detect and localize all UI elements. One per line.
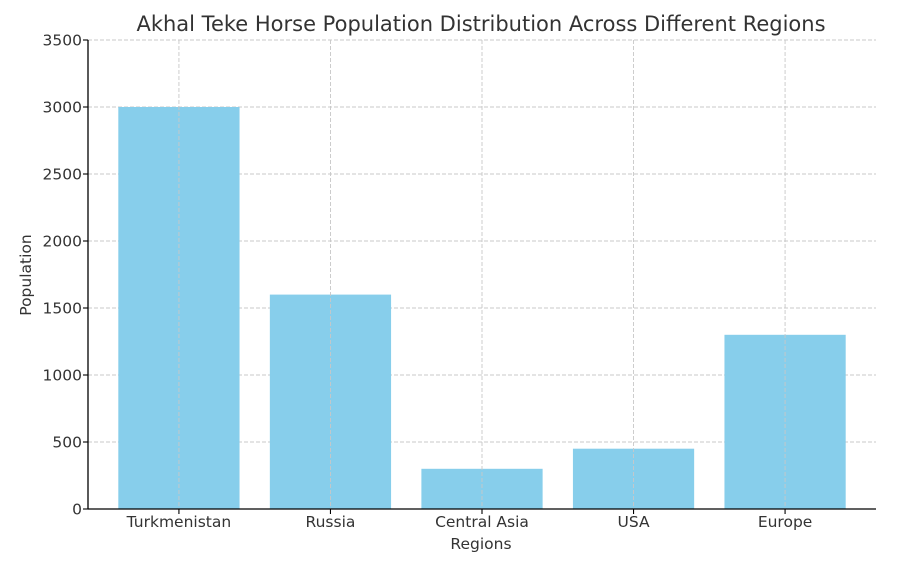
bars <box>118 40 846 509</box>
axes <box>83 39 876 514</box>
x-tick-label: Russia <box>306 513 356 531</box>
y-tick-label: 1000 <box>43 367 82 385</box>
x-tick-label: USA <box>617 513 649 531</box>
y-tick-label: 0 <box>72 501 82 519</box>
x-tick-label: Turkmenistan <box>126 513 232 531</box>
x-tick-label: Central Asia <box>435 513 529 531</box>
y-tick-label: 500 <box>52 434 82 452</box>
y-tick-label: 1500 <box>43 300 82 318</box>
y-axis-label: Population <box>17 234 35 315</box>
y-tick-label: 2000 <box>43 233 82 251</box>
chart-title: Akhal Teke Horse Population Distribution… <box>136 12 825 36</box>
y-tick-label: 2500 <box>43 166 82 184</box>
x-axis-label: Regions <box>450 535 511 553</box>
tick-labels: 0 500 1000 1500 2000 2500 3000 3500 Turkmenistan… <box>43 32 813 532</box>
y-tick-label: 3000 <box>43 99 82 117</box>
x-tick-label: Europe <box>758 513 813 531</box>
y-tick-label: 3500 <box>43 32 82 50</box>
